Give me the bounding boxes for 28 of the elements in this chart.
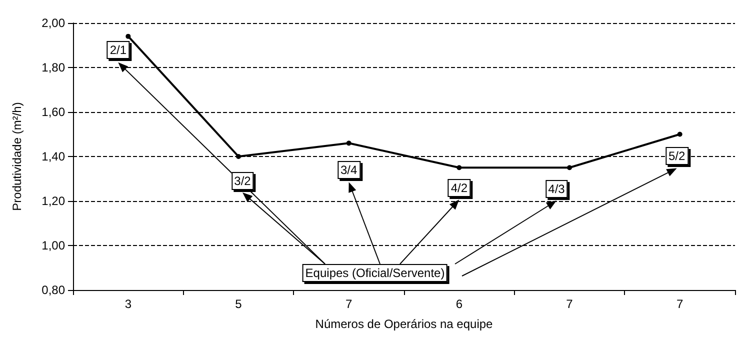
annotation: 4/2 — [448, 178, 470, 197]
point — [236, 154, 241, 159]
x-tick-label: 7 — [676, 297, 684, 311]
annotation: 2/1 — [106, 41, 130, 60]
y-tick-label: 2,00 — [42, 16, 66, 30]
point — [126, 34, 131, 39]
annotation: 3/4 — [337, 161, 360, 180]
y-tick-label: 1,20 — [42, 194, 66, 208]
point — [456, 165, 462, 170]
point — [346, 140, 352, 146]
y-tick-label: 1,60 — [42, 105, 66, 119]
y-tick-label: 1,80 — [42, 60, 66, 74]
annotation: Equipes (Oficial/Servente) — [302, 264, 448, 282]
point — [677, 132, 682, 137]
x-axis-title: Números de Operários na equipe — [315, 317, 494, 331]
y-tick-label: 1,40 — [42, 150, 66, 164]
x-tick-label: 7 — [566, 297, 574, 311]
y-axis-title: Produtividade (m²/h) — [10, 102, 24, 211]
annotation: 3/2 — [231, 172, 254, 190]
y-tick-label: 0,80 — [42, 283, 66, 297]
y-tick-label: 1,00 — [42, 238, 66, 252]
x-tick-label: 6 — [456, 297, 463, 311]
x-tick-label: 5 — [235, 297, 242, 311]
point — [567, 165, 572, 170]
x-tick-label: 7 — [345, 297, 352, 311]
annotation: 5/2 — [665, 147, 688, 166]
annotation: 4/3 — [545, 180, 568, 198]
x-tick-label: 3 — [124, 297, 132, 311]
